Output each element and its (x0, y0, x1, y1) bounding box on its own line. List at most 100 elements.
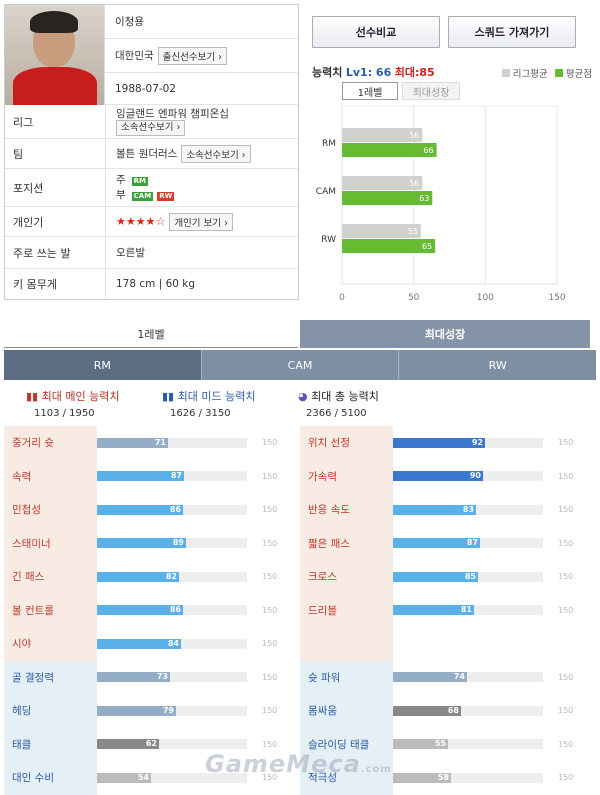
stat-row: 가속력 90 150 (300, 459, 596, 493)
stat-max: 150 (262, 438, 278, 448)
stat-value: 90 (469, 471, 481, 481)
stat-bar-track: 55 (393, 739, 543, 750)
stat-bar-track: 79 (97, 705, 247, 716)
stat-row: 크로스 85 150 (300, 560, 596, 594)
stat-value: 87 (466, 538, 478, 548)
stat-max: 150 (558, 572, 574, 582)
player-name: 이청용 (115, 16, 144, 28)
stat-value: 89 (172, 538, 184, 548)
pos-tab-cam[interactable]: CAM (200, 350, 400, 380)
stat-bar: 73 (97, 672, 170, 683)
stat-value: 82 (165, 571, 177, 581)
chart-tick-label: 50 (408, 293, 420, 303)
skill-view-button[interactable]: 개인기 보기 › (169, 212, 233, 231)
stat-bar: 81 (393, 605, 474, 616)
stat-bar-track: 58 (393, 772, 543, 783)
stat-value: 73 (156, 672, 168, 682)
stat-row: 위치 선정 92 150 (300, 426, 596, 460)
nation-row: 대한민국 출신선수보기 › (105, 39, 298, 73)
bar-chart-icon: ▮▮ (26, 390, 39, 403)
pos-main-label: 주 (116, 173, 126, 186)
stat-bar-track: 92 (393, 437, 543, 448)
nation-players-button[interactable]: 출신선수보기 › (157, 46, 227, 65)
stat-max: 150 (262, 505, 278, 515)
stat-max: 150 (558, 605, 574, 615)
stat-value: 74 (453, 672, 465, 682)
team-label: 팀 (13, 147, 24, 161)
nation-value: 대한민국 (115, 50, 154, 62)
bar-chart-icon-blue: ▮▮ (162, 390, 175, 403)
stat-bar-track: 82 (97, 571, 247, 582)
sum-main: ▮▮ 최대 메인 능력치 1103 / 1950 (26, 388, 119, 419)
stat-value: 55 (434, 739, 446, 749)
stat-value: 83 (462, 504, 474, 514)
stat-name: 태클 (4, 727, 97, 761)
stat-value: 81 (460, 605, 472, 615)
tab-lv1[interactable]: 1레벨 (4, 320, 298, 348)
legend-avg: 평균점 (565, 69, 592, 80)
compare-button[interactable]: 선수비교 (312, 16, 440, 48)
stat-name (300, 627, 393, 661)
league-label: 리그 (13, 115, 34, 129)
stat-name: 몸싸움 (300, 694, 393, 728)
stat-bar: 55 (393, 739, 448, 750)
league-row: 리그 잉글랜드 엔파워 챔피온십 소속선수보기 › (5, 105, 298, 139)
stat-name: 시야 (4, 627, 97, 661)
foot-value: 오른발 (105, 237, 298, 268)
sum-total-value: 2366 / 5100 (306, 408, 367, 419)
chart-tab-max[interactable]: 최대성장 (402, 82, 460, 100)
legend-league-swatch (501, 69, 510, 77)
stat-row: 민첩성 86 150 (4, 493, 300, 527)
team-row: 팀 볼튼 원더러스 소속선수보기 › (5, 139, 298, 169)
stat-bar: 62 (97, 739, 159, 750)
legend-league: 리그평균 (512, 69, 548, 80)
stat-bar: 68 (393, 705, 461, 716)
league-players-button[interactable]: 소속선수보기 › (116, 119, 186, 136)
stat-row: 대인 수비 54 150 (4, 761, 300, 795)
pos-sub-tag-cam: CAM (131, 191, 154, 201)
stat-bar-track: 85 (393, 571, 543, 582)
team-value: 볼튼 원더러스 (116, 148, 178, 160)
stat-value: 62 (145, 739, 157, 749)
stat-max: 150 (558, 538, 574, 548)
stat-bar: 79 (97, 705, 176, 716)
stat-name: 드리블 (300, 593, 393, 627)
stat-name: 속력 (4, 459, 97, 493)
team-players-button[interactable]: 소속선수보기 › (181, 144, 251, 163)
pos-sub-label: 부 (116, 188, 126, 201)
stat-row: 반응 속도 83 150 (300, 493, 596, 527)
stat-row: 골 결정력 73 150 (4, 660, 300, 694)
growth-tabs: 1레벨 최대성장 (0, 310, 600, 350)
name-row: 이청용 (105, 5, 298, 39)
stat-max: 150 (262, 538, 278, 548)
pos-tab-rw[interactable]: RW (399, 350, 597, 380)
chart-tick-label: 150 (548, 293, 565, 303)
tab-max-growth[interactable]: 최대성장 (300, 320, 590, 348)
stat-bar-track: 73 (97, 672, 247, 683)
pos-sub-tag-rw: RW (157, 191, 175, 201)
stat-bar: 87 (97, 471, 184, 482)
hw-value: 178 cm | 60 kg (105, 269, 298, 299)
ability-lv1: Lv1: 66 (345, 66, 392, 79)
stat-name: 스태미너 (4, 526, 97, 560)
player-photo (5, 5, 105, 105)
stat-name: 중거리 슛 (4, 426, 97, 460)
stat-bar: 54 (97, 772, 151, 783)
stat-row: 중거리 슛 71 150 (4, 426, 300, 460)
stat-bar-track: 83 (393, 504, 543, 515)
squad-button[interactable]: 스쿼드 가져가기 (448, 16, 576, 48)
stat-bar-track: 86 (97, 605, 247, 616)
stat-row: 볼 컨트롤 86 150 (4, 593, 300, 627)
stat-bar: 71 (97, 437, 168, 448)
ability-panel: 선수비교 스쿼드 가져가기 능력치 Lv1: 66 최대:85 리그평균 평균점… (312, 16, 592, 306)
stat-value: 79 (162, 705, 174, 715)
pos-tab-rm[interactable]: RM (4, 350, 201, 380)
ability-header: 능력치 Lv1: 66 최대:85 (312, 64, 435, 80)
chart-tab-lv1[interactable]: 1레벨 (342, 82, 398, 100)
chart-bar-league (342, 224, 421, 238)
chart-data-label-avg: 63 (419, 194, 429, 203)
league-value: 잉글랜드 엔파워 챔피온십 (116, 107, 229, 120)
stat-row: 헤딩 79 150 (4, 694, 300, 728)
stat-max: 150 (262, 672, 278, 682)
stat-value: 84 (167, 638, 179, 648)
